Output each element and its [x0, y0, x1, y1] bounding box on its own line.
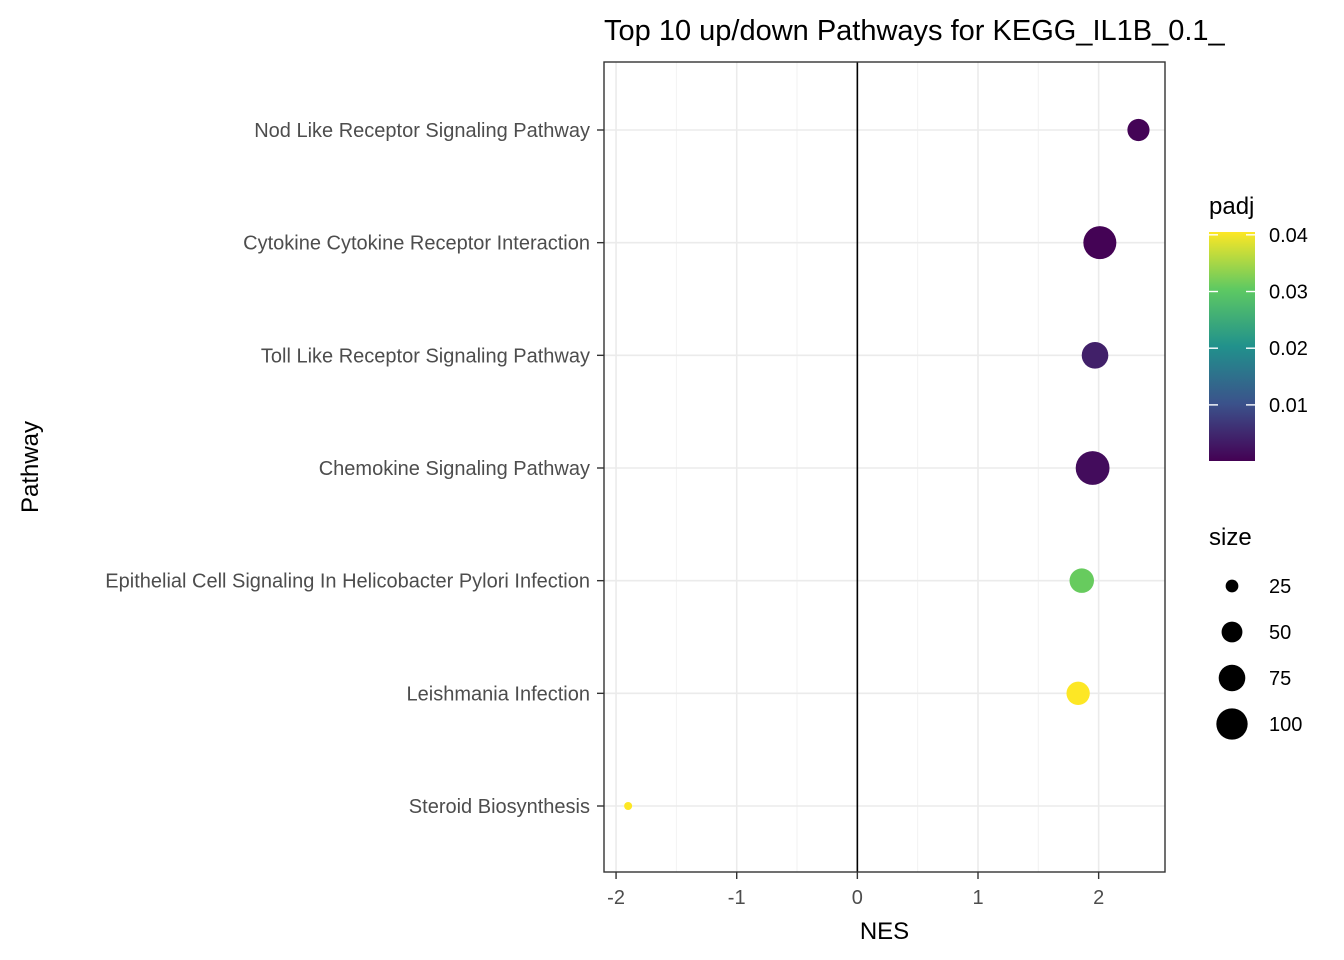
x-axis: -2 -1 0 1 2 [607, 872, 1104, 909]
size-legend-entries: 25 50 75 100 [1216, 576, 1302, 740]
y-tick-label: Nod Like Receptor Signaling Pathway [254, 120, 590, 142]
x-tick-label: -2 [607, 887, 625, 909]
color-bar-tick-label: 0.03 [1269, 282, 1308, 304]
size-legend-label: 25 [1269, 576, 1291, 598]
size-legend-label: 50 [1269, 622, 1291, 644]
grid-layer [604, 62, 1165, 872]
panel-border [603, 61, 1166, 873]
size-legend-key [1216, 708, 1248, 740]
x-tick-label: 0 [852, 887, 863, 909]
plot-title: Top 10 up/down Pathways for KEGG_IL1B_0.… [604, 15, 1226, 47]
size-legend-label: 75 [1269, 668, 1291, 690]
color-bar-tick-label: 0.01 [1269, 395, 1308, 417]
panel-background [604, 62, 1165, 872]
x-axis-title: NES [860, 918, 909, 945]
size-legend-label: 100 [1269, 714, 1302, 736]
size-legend: size 25 50 75 100 [1209, 524, 1302, 740]
y-tick-label: Chemokine Signaling Pathway [319, 458, 590, 480]
data-point [1066, 681, 1090, 706]
data-point [1083, 226, 1117, 260]
data-point [624, 802, 633, 810]
color-bar-ticks: 0.04 0.03 0.02 0.01 [1209, 225, 1308, 417]
plot-panel [603, 61, 1166, 873]
points-layer [624, 118, 1150, 810]
x-tick-label: 2 [1093, 887, 1104, 909]
color-legend-title: padj [1209, 193, 1254, 220]
data-point [1127, 118, 1150, 142]
y-tick-label: Steroid Biosynthesis [409, 796, 590, 818]
data-point [1075, 451, 1110, 485]
x-tick-label: -1 [728, 887, 746, 909]
y-tick-label: Leishmania Infection [407, 683, 590, 705]
color-bar-tick-label: 0.02 [1269, 338, 1308, 360]
data-point [1081, 342, 1109, 369]
color-bar-tick-label: 0.04 [1269, 225, 1308, 247]
y-tick-label: Toll Like Receptor Signaling Pathway [261, 345, 590, 367]
y-tick-label: Epithelial Cell Signaling In Helicobacte… [105, 571, 590, 593]
data-point [1069, 568, 1094, 593]
y-axis-title: Pathway [17, 421, 44, 513]
y-axis: Nod Like Receptor Signaling Pathway Cytok… [105, 120, 604, 818]
size-legend-title: size [1209, 524, 1252, 551]
y-tick-label: Cytokine Cytokine Receptor Interaction [243, 233, 590, 255]
size-legend-key [1225, 579, 1239, 593]
color-legend: padj 0.04 0.03 0.02 0.01 [1209, 193, 1308, 461]
color-bar [1209, 232, 1255, 461]
size-legend-key [1221, 621, 1243, 643]
x-tick-label: 1 [972, 887, 983, 909]
size-legend-key [1218, 664, 1246, 692]
